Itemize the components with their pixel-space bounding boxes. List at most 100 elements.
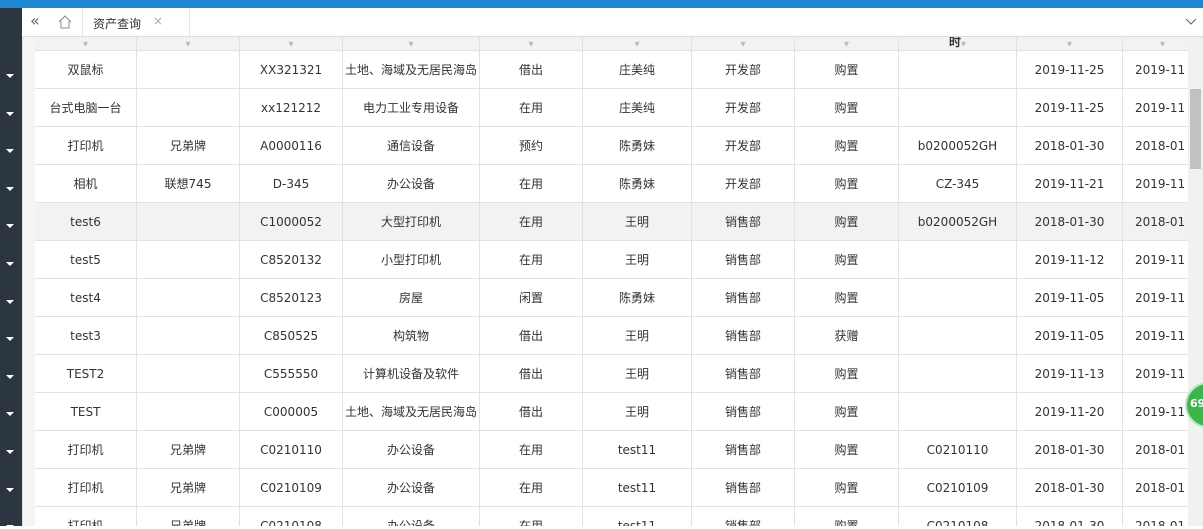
table-cell: 在用 [480, 507, 583, 526]
table-cell: 大型打印机 [343, 203, 480, 241]
table-cell: C8520123 [240, 279, 343, 317]
table-cell: 2019-11 [1123, 317, 1188, 355]
table-cell: 2018-01 [1123, 469, 1188, 507]
table-cell: 王明 [583, 393, 692, 431]
table-cell: C0210110 [899, 431, 1017, 469]
table-cell: xx121212 [240, 89, 343, 127]
table-cell: test6 [35, 203, 137, 241]
sort-icon[interactable]: ▾ [408, 39, 414, 50]
table-cell [137, 279, 240, 317]
asset-table: ▾ ▾ ▾ ▾ ▾ ▾ ▾ ▾ 时 ▾ ▾ ▾ 双鼠标 XX321321 土地、海域及无居民海岛 借出 庄美纯开… [35, 37, 1188, 526]
table-cell: C1000052 [240, 203, 343, 241]
sort-icon[interactable]: ▾ [185, 39, 191, 50]
table-cell: 王明 [583, 355, 692, 393]
table-cell [137, 203, 240, 241]
collapse-button[interactable]: « [30, 11, 40, 30]
sort-icon[interactable]: ▾ [1159, 39, 1166, 50]
table-cell [899, 51, 1017, 89]
table-cell: 2019-11 [1123, 89, 1188, 127]
table-cell: 联想745 [137, 165, 240, 203]
sort-icon[interactable]: ▾ [82, 39, 89, 50]
sort-icon[interactable]: ▾ [528, 39, 534, 50]
table-cell: 兄弟牌 [137, 127, 240, 165]
table-cell: 兄弟牌 [137, 431, 240, 469]
table-cell: 王明 [583, 317, 692, 355]
menu-arrow [6, 299, 14, 304]
table-cell: 开发部 [692, 127, 795, 165]
gutter [22, 37, 36, 526]
table-cell: 在用 [480, 203, 583, 241]
table-cell: 2019-11 [1123, 355, 1188, 393]
table-cell: 电力工业专用设备 [343, 89, 480, 127]
tab[interactable]: 资产查询 × [82, 8, 190, 36]
table-cell: D-345 [240, 165, 343, 203]
table-cell: 兄弟牌 [137, 507, 240, 526]
sort-icon[interactable]: ▾ [843, 39, 850, 50]
table-cell: 2019-11-20 [1017, 393, 1123, 431]
table-cell: 在用 [480, 241, 583, 279]
header-cell: ▾ [240, 37, 343, 51]
table-cell: 打印机 [35, 507, 137, 526]
table-cell: 在用 [480, 469, 583, 507]
table-cell: 2018-01 [1123, 127, 1188, 165]
tab-menu[interactable] [1185, 17, 1197, 27]
table-cell: C000005 [240, 393, 343, 431]
table-cell: 2019-11-25 [1017, 89, 1123, 127]
sort-icon[interactable]: ▾ [288, 39, 294, 50]
table-cell: 办公设备 [343, 431, 480, 469]
header-cell: ▾ [1123, 37, 1188, 51]
table-cell: 计算机设备及软件 [343, 355, 480, 393]
menu-arrow [6, 186, 14, 191]
table-cell: 2019-11 [1123, 51, 1188, 89]
table-cell: 在用 [480, 431, 583, 469]
table-cell [899, 241, 1017, 279]
table-cell: 购置 [795, 241, 899, 279]
table-cell: 购置 [795, 165, 899, 203]
table-cell [899, 393, 1017, 431]
table-cell: 销售部 [692, 241, 795, 279]
table-cell: 2019-11 [1123, 241, 1188, 279]
table-cell: 2019-11-13 [1017, 355, 1123, 393]
sort-icon[interactable]: ▾ [1066, 39, 1073, 50]
menu-arrow [6, 74, 14, 78]
scroll-thumb[interactable] [1190, 89, 1201, 169]
menu-arrow [6, 262, 14, 266]
table-cell: C555550 [240, 355, 343, 393]
table-cell: 2019-11 [1123, 279, 1188, 317]
table-cell: 销售部 [692, 469, 795, 507]
home-button[interactable] [58, 15, 72, 29]
table-cell: 借出 [480, 355, 583, 393]
table-cell: 2019-11-21 [1017, 165, 1123, 203]
table-cell: 双鼠标 [35, 51, 137, 89]
table-cell: 开发部 [692, 89, 795, 127]
sort-icon[interactable]: ▾ [960, 39, 967, 50]
table-cell: 开发部 [692, 165, 795, 203]
table-cell: 2018-01-30 [1017, 431, 1123, 469]
table-cell: 销售部 [692, 393, 795, 431]
table-cell: 王明 [583, 241, 692, 279]
table-cell: 陈勇妹 [583, 127, 692, 165]
table-cell: 打印机 [35, 469, 137, 507]
table-cell: 2019-11 [1123, 165, 1188, 203]
table-cell: 购置 [795, 51, 899, 89]
table-cell: 购置 [795, 431, 899, 469]
table-cell: 办公设备 [343, 165, 480, 203]
sort-icon[interactable]: ▾ [634, 39, 640, 50]
table-cell: 借出 [480, 317, 583, 355]
table-cell: 台式电脑一台 [35, 89, 137, 127]
table-cell: 购置 [795, 469, 899, 507]
table-cell: 土地、海域及无居民海岛 [343, 51, 480, 89]
table-cell: 2018-01-30 [1017, 203, 1123, 241]
table-cell: b0200052GH [899, 203, 1017, 241]
table-cell: 办公设备 [343, 507, 480, 526]
tab-close[interactable]: × [153, 14, 164, 28]
table-cell: 土地、海域及无居民海岛 [343, 393, 480, 431]
table-cell: 办公设备 [343, 469, 480, 507]
table-cell [899, 89, 1017, 127]
badge-text: 69 [1190, 397, 1203, 410]
table-cell: 开发部 [692, 51, 795, 89]
table-cell: C850525 [240, 317, 343, 355]
sort-icon[interactable]: ▾ [740, 39, 746, 50]
table-cell: TEST2 [35, 355, 137, 393]
